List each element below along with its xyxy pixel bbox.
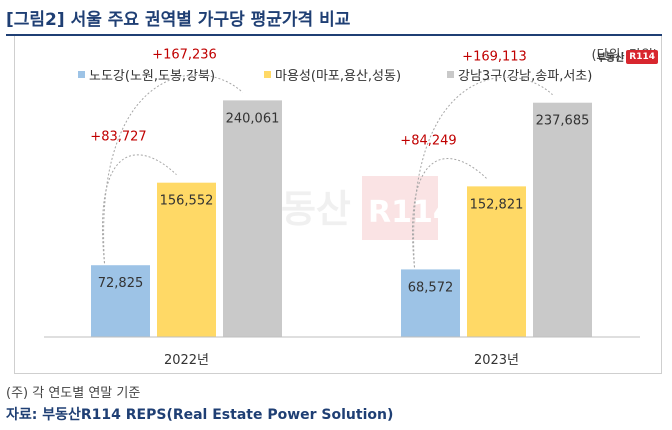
difference-arc <box>103 74 243 264</box>
x-tick-label: 2022년 <box>164 353 209 368</box>
footnote: (주) 각 연도별 연말 기준 <box>6 386 141 401</box>
legend-label: 마용성(마포,용산,성동) <box>275 69 401 84</box>
bar-value-label: 152,821 <box>470 197 524 212</box>
x-tick-label: 2023년 <box>474 353 519 368</box>
bar-1-2 <box>401 269 460 337</box>
legend-label: 노도강(노원,도봉,강북) <box>89 69 215 84</box>
difference-label: +83,727 <box>90 130 146 145</box>
bars <box>91 100 592 338</box>
watermark-badge-text: R114 <box>368 195 454 230</box>
bar-value-label: 237,685 <box>536 114 590 129</box>
chart-panel <box>14 36 662 374</box>
watermark: 부동산 R114 <box>246 176 454 240</box>
brand-logo: 부동산 R114 <box>597 49 658 64</box>
legend-label: 강남3구(강남,송파,서초) <box>458 69 592 84</box>
logo-text: 부동산 <box>596 53 625 64</box>
logo-badge: R114 <box>626 49 658 64</box>
bar-3-1 <box>223 100 282 338</box>
bar-2-2 <box>467 186 526 337</box>
bar-value-label: 68,572 <box>408 280 454 295</box>
legend-swatch <box>264 71 271 78</box>
difference-arc <box>413 76 553 268</box>
x-tick-labels: 2022년 2023년 <box>164 353 519 368</box>
title-underline <box>6 34 662 36</box>
legend-swatch <box>447 71 454 78</box>
difference-label: +169,113 <box>462 50 527 65</box>
difference-arc <box>102 154 177 264</box>
difference-label: +84,249 <box>400 133 456 148</box>
bar-value-label: 240,061 <box>226 111 280 126</box>
bar-chart: 부동산 R114 노도강(노원,도봉,강북) 마용성(마포,용산,성동) 강남3구(… <box>44 47 640 368</box>
value-labels: 72,825 156,552 240,061 68,572 152,821 237,685… <box>90 47 589 295</box>
difference-label: +167,236 <box>152 47 217 62</box>
bar-value-label: 72,825 <box>98 276 144 291</box>
bar-2-1 <box>157 182 216 337</box>
difference-arcs <box>102 74 553 268</box>
bar-value-label: 156,552 <box>160 194 214 209</box>
legend: 노도강(노원,도봉,강북) 마용성(마포,용산,성동) 강남3구(강남,송파,서초) <box>78 69 592 84</box>
source-credit: 자료: 부동산R114 REPS(Real Estate Power Solut… <box>6 407 394 423</box>
bar-1-1 <box>91 265 150 337</box>
watermark-badge-bg <box>362 176 438 240</box>
legend-swatch <box>78 71 85 78</box>
bar-3-2 <box>533 102 592 337</box>
page-title: [그림2] 서울 주요 권역별 가구당 평균가격 비교 <box>6 10 351 30</box>
